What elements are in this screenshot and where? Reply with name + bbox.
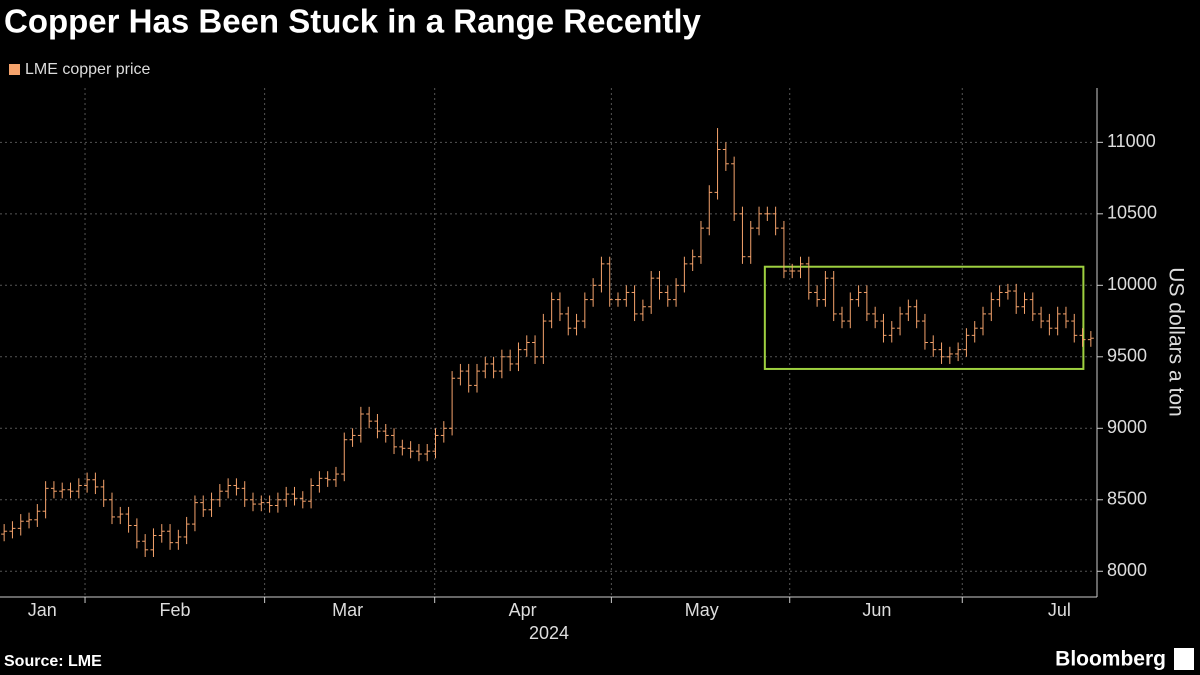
legend-label: LME copper price	[25, 61, 150, 78]
y-tick-label: 10000	[1107, 274, 1157, 294]
annotation-box	[763, 265, 1085, 370]
brand: Bloomberg	[1055, 648, 1166, 671]
x-tick-label: Jul	[1048, 600, 1071, 620]
y-tick-label: 8500	[1107, 489, 1147, 509]
y-tick-label: 11000	[1107, 131, 1156, 151]
x-tick-label: Jan	[28, 600, 57, 620]
y-tick-label: 9500	[1107, 346, 1147, 366]
source: Source: LME	[4, 653, 102, 670]
x-tick-label: Mar	[332, 600, 363, 620]
x-tick-label: Apr	[509, 600, 537, 620]
x-tick-label: May	[685, 600, 719, 620]
y-tick-label: 8000	[1107, 560, 1147, 580]
chart-title: Copper Has Been Stuck in a Range Recentl…	[4, 3, 702, 40]
x-tick-label: Jun	[862, 600, 891, 620]
x-tick-label: Feb	[160, 600, 191, 620]
y-tick-label: 9000	[1107, 417, 1147, 437]
brand-icon	[1174, 648, 1194, 670]
y-axis-label: US dollars a ton	[1164, 267, 1187, 416]
y-tick-label: 10500	[1107, 203, 1157, 223]
legend-swatch	[9, 64, 20, 75]
x-axis-label: 2024	[529, 623, 569, 643]
